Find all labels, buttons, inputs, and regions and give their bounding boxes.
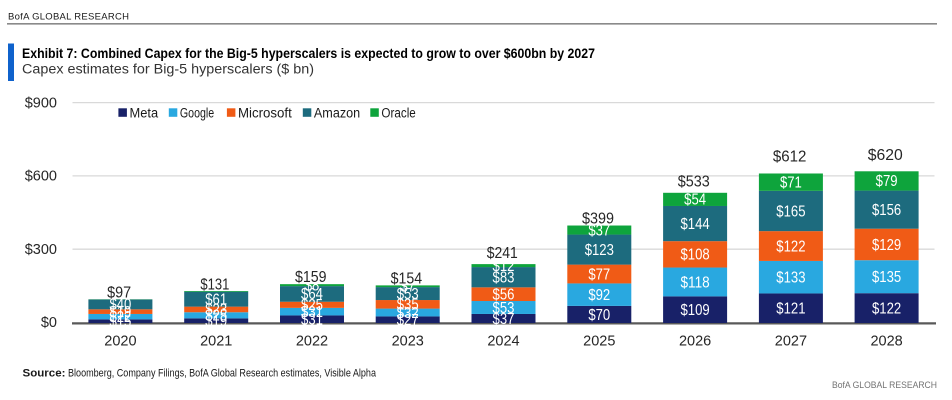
svg-text:$133: $133 <box>776 269 805 286</box>
svg-text:$92: $92 <box>588 287 610 304</box>
svg-text:Amazon: Amazon <box>314 105 360 120</box>
svg-text:$300: $300 <box>25 242 57 258</box>
svg-text:$129: $129 <box>872 237 901 254</box>
svg-text:$399: $399 <box>582 211 614 228</box>
svg-text:$27: $27 <box>397 312 419 329</box>
svg-text:Bloomberg, Company Filings, Bo: Bloomberg, Company Filings, BofA Global … <box>68 368 377 380</box>
svg-text:$31: $31 <box>301 312 323 329</box>
svg-text:$32: $32 <box>397 305 419 322</box>
svg-text:Exhibit 7: Combined Capex for: Exhibit 7: Combined Capex for the Big-5 … <box>22 46 595 61</box>
svg-text:Microsoft: Microsoft <box>238 105 292 120</box>
svg-text:$64: $64 <box>301 286 323 303</box>
svg-text:$77: $77 <box>588 266 610 283</box>
svg-text:2022: 2022 <box>296 334 328 350</box>
svg-text:2028: 2028 <box>870 334 902 350</box>
svg-text:$241: $241 <box>487 245 518 262</box>
svg-text:2021: 2021 <box>200 334 232 350</box>
svg-text:$54: $54 <box>684 192 706 209</box>
svg-text:$118: $118 <box>681 274 710 291</box>
svg-text:$144: $144 <box>681 216 711 233</box>
svg-text:$612: $612 <box>773 149 807 166</box>
svg-text:$83: $83 <box>493 269 515 286</box>
svg-text:2025: 2025 <box>583 334 615 350</box>
svg-text:$154: $154 <box>391 271 423 288</box>
svg-text:$53: $53 <box>493 300 515 317</box>
svg-text:$165: $165 <box>776 203 805 220</box>
svg-text:$131: $131 <box>200 276 229 293</box>
svg-text:$122: $122 <box>872 300 901 317</box>
svg-text:BofA GLOBAL RESEARCH: BofA GLOBAL RESEARCH <box>832 380 937 391</box>
svg-text:$900: $900 <box>25 95 57 111</box>
svg-text:$53: $53 <box>397 286 419 303</box>
svg-text:$56: $56 <box>493 286 515 303</box>
svg-text:$7: $7 <box>400 279 415 296</box>
svg-text:$156: $156 <box>872 202 901 219</box>
svg-text:$8: $8 <box>305 277 320 294</box>
svg-text:BofA GLOBAL RESEARCH: BofA GLOBAL RESEARCH <box>8 12 129 23</box>
svg-text:$19: $19 <box>109 304 131 321</box>
svg-text:$0: $0 <box>41 315 57 331</box>
svg-text:$79: $79 <box>876 173 898 190</box>
svg-text:2023: 2023 <box>392 334 424 350</box>
svg-text:$23: $23 <box>205 302 227 319</box>
svg-text:$71: $71 <box>780 174 802 191</box>
svg-text:$40: $40 <box>109 297 131 314</box>
svg-text:Oracle: Oracle <box>381 105 415 120</box>
svg-text:$37: $37 <box>588 222 610 239</box>
svg-text:$25: $25 <box>301 297 323 314</box>
svg-text:Google: Google <box>180 105 214 120</box>
svg-text:2020: 2020 <box>104 334 136 350</box>
svg-text:$108: $108 <box>681 247 710 264</box>
svg-text:$25: $25 <box>205 308 227 325</box>
svg-text:$22: $22 <box>109 309 131 326</box>
svg-text:2026: 2026 <box>679 334 711 350</box>
svg-text:Capex estimates for Big-5 hype: Capex estimates for Big-5 hyperscalers (… <box>22 62 314 77</box>
svg-text:$19: $19 <box>205 313 227 330</box>
svg-text:$109: $109 <box>681 302 710 319</box>
svg-text:$37: $37 <box>493 311 515 328</box>
svg-text:$123: $123 <box>585 242 614 259</box>
svg-text:$12: $12 <box>493 258 515 275</box>
svg-text:Meta: Meta <box>130 105 159 120</box>
svg-text:Source:: Source: <box>23 368 66 380</box>
svg-text:$159: $159 <box>295 269 327 286</box>
svg-text:$122: $122 <box>776 238 805 255</box>
svg-text:$533: $533 <box>678 174 710 191</box>
svg-text:$70: $70 <box>588 307 610 324</box>
svg-text:2024: 2024 <box>487 334 519 350</box>
svg-text:$121: $121 <box>776 301 805 318</box>
svg-text:2027: 2027 <box>775 334 807 350</box>
svg-text:$15: $15 <box>109 313 131 330</box>
svg-text:$135: $135 <box>872 269 901 286</box>
svg-text:$620: $620 <box>868 147 903 164</box>
svg-text:$31: $31 <box>301 304 323 321</box>
svg-text:$600: $600 <box>25 169 57 185</box>
svg-text:$97: $97 <box>107 285 131 302</box>
svg-text:$35: $35 <box>397 297 419 314</box>
svg-text:$61: $61 <box>205 291 227 308</box>
